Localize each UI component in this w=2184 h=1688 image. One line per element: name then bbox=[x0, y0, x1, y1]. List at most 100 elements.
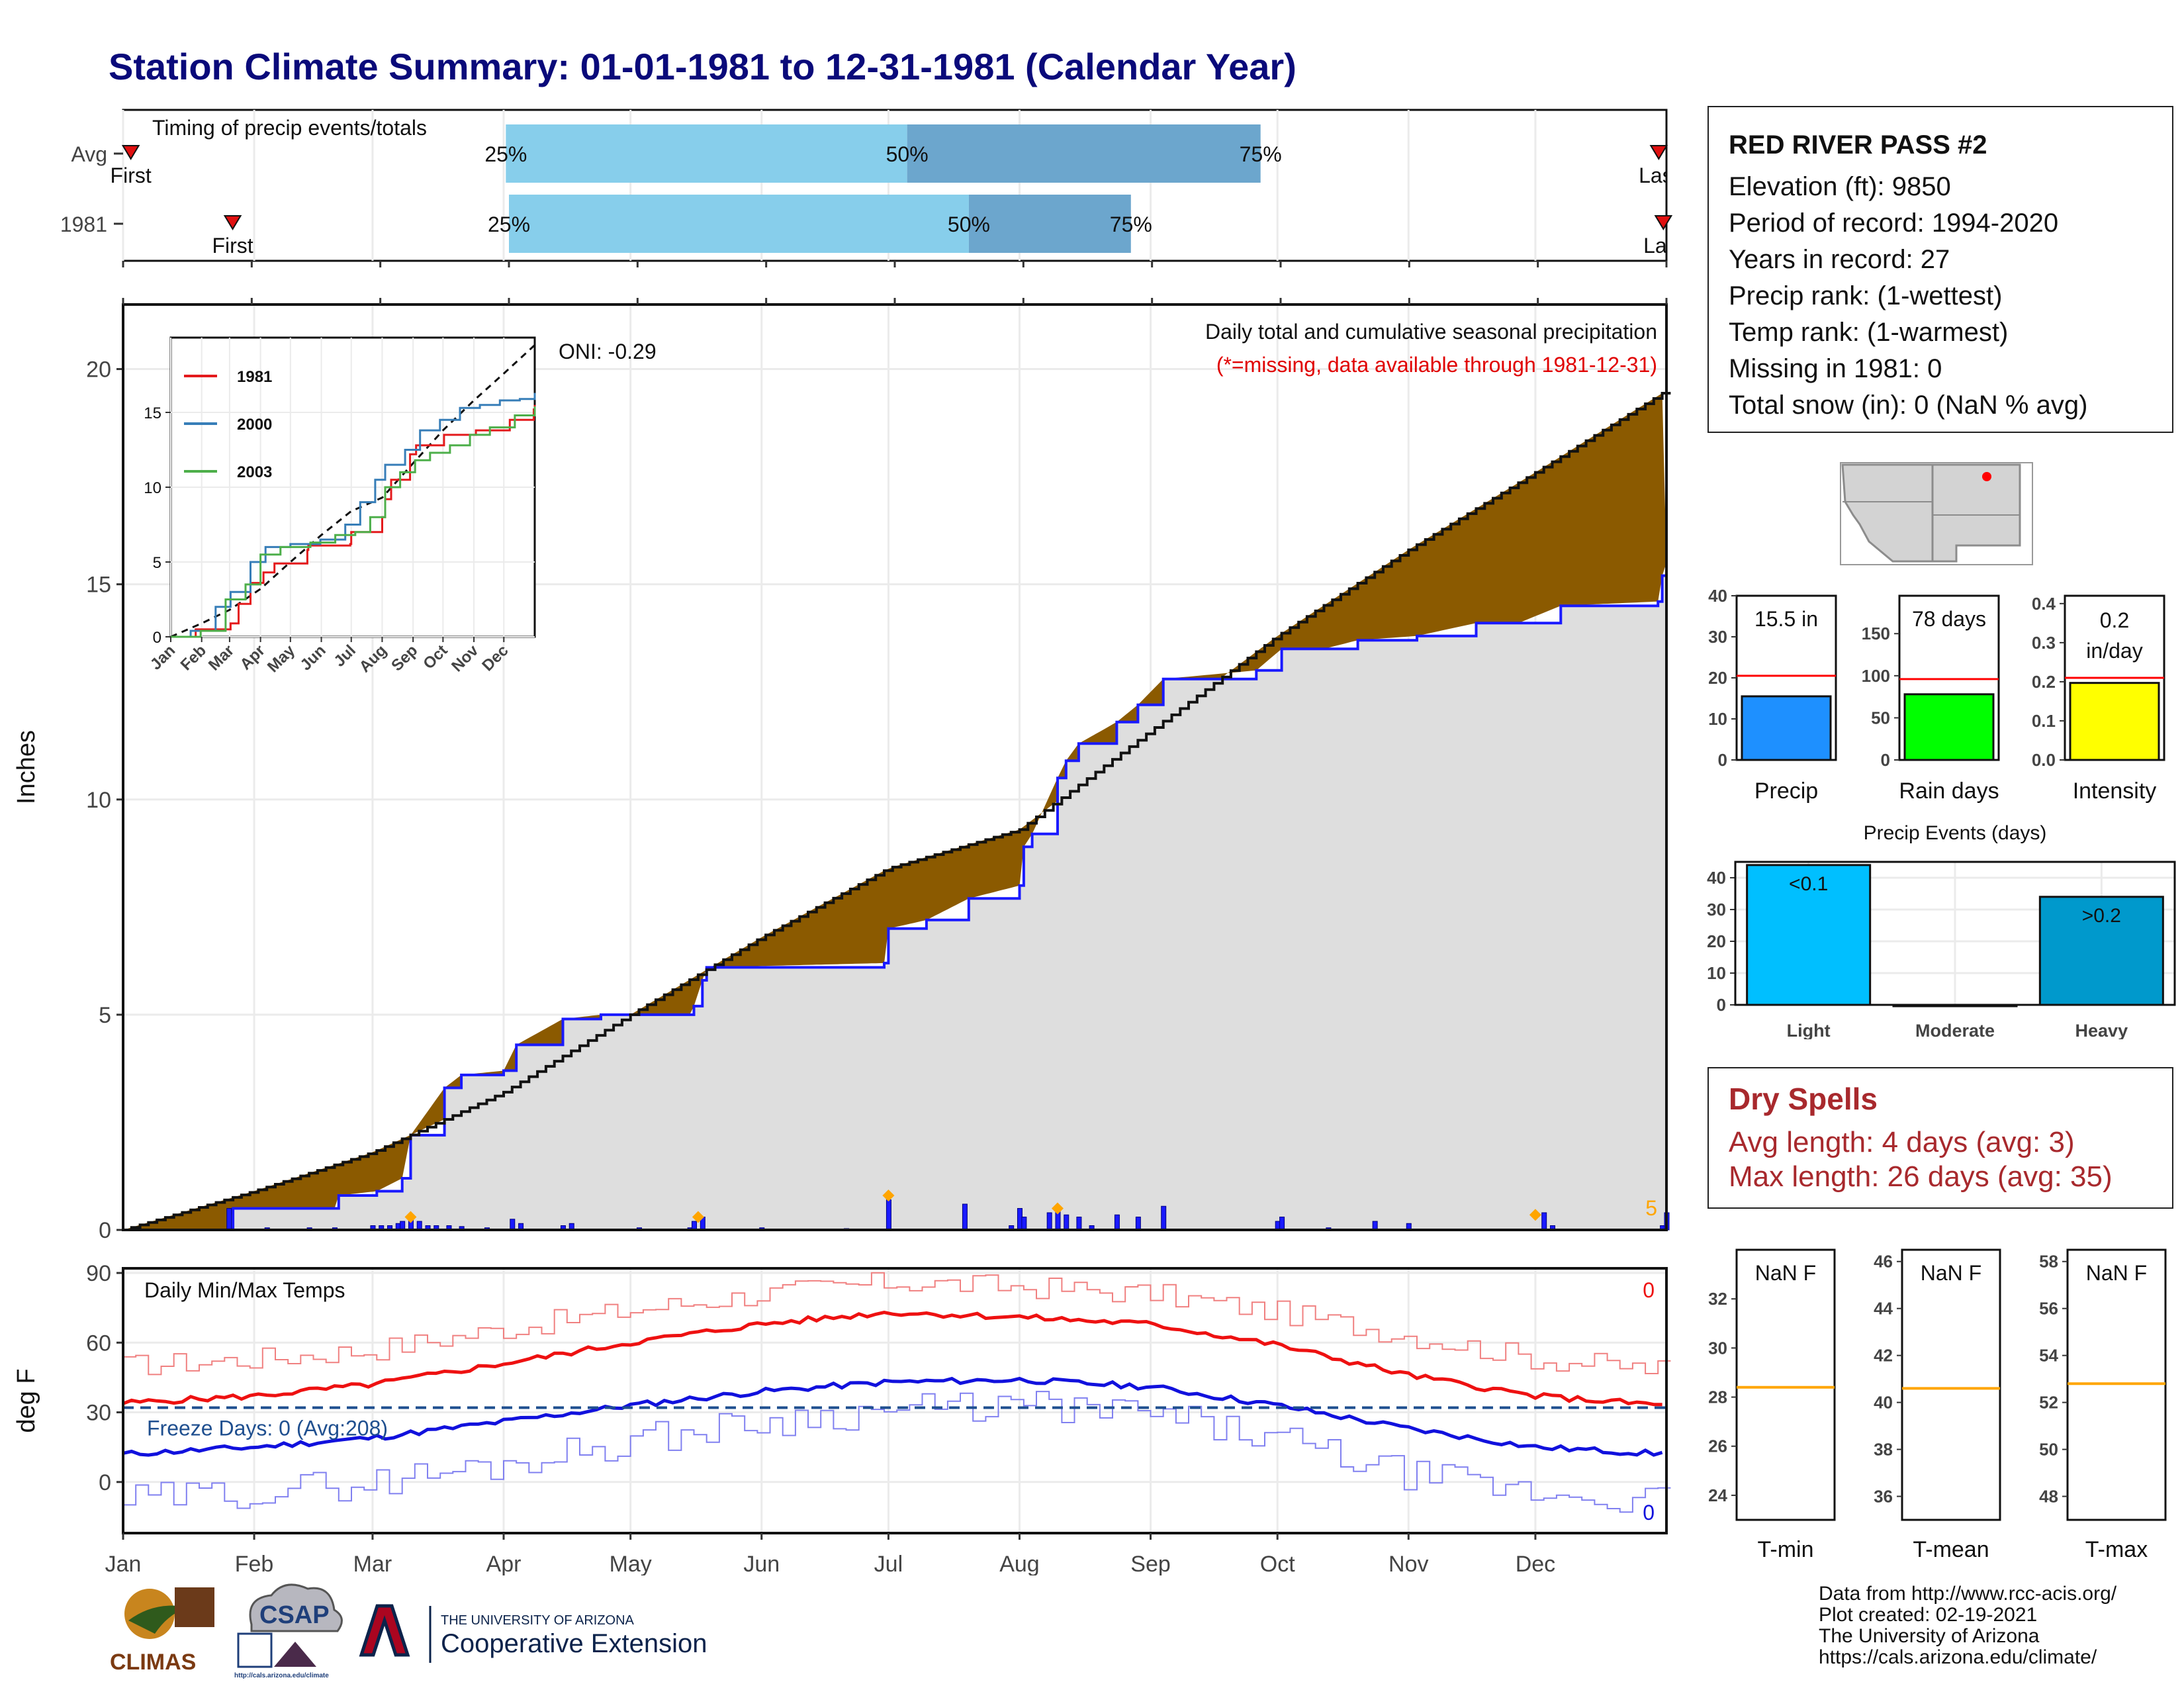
footer-line-2: Plot created: 02-19-2021 bbox=[1819, 1604, 2038, 1626]
events-y-tick-label: 40 bbox=[1707, 868, 1726, 888]
max-count-label: 0 bbox=[1643, 1278, 1655, 1302]
temp-chart: 0 30 60 90 Daily Min/Max Temps Freeze Days: 0… bbox=[13, 1261, 1671, 1575]
station-snow: Total snow (in): 0 (NaN % avg) bbox=[1729, 391, 2088, 420]
daily-precip-bar bbox=[1076, 1216, 1082, 1231]
summary-y-tick-label: 0.1 bbox=[2032, 711, 2056, 731]
temp-bar-y-tick-label: 50 bbox=[2039, 1440, 2058, 1460]
x-tick-label: Nov bbox=[1388, 1552, 1428, 1575]
x-tick-label: Mar bbox=[353, 1552, 392, 1575]
summary-bar-label: Intensity bbox=[2073, 778, 2157, 804]
csap-url: http://cals.arizona.edu/climate bbox=[234, 1672, 329, 1679]
timing-bar-50-75 bbox=[907, 124, 1261, 183]
inset-series-line bbox=[171, 393, 536, 638]
x-tick-label: Sep bbox=[1130, 1552, 1171, 1575]
timing-q75-label: 75% bbox=[1240, 142, 1282, 166]
summary-bar bbox=[1741, 695, 1832, 761]
x-tick-label: Aug bbox=[999, 1552, 1040, 1575]
heavy-event-marker bbox=[1051, 1202, 1064, 1215]
ua-logo: THE UNIVERSITY OF ARIZONA Cooperative Ex… bbox=[359, 1604, 707, 1663]
ua-small-text: THE UNIVERSITY OF ARIZONA bbox=[441, 1613, 635, 1628]
x-tick-label: Feb bbox=[235, 1552, 274, 1575]
inset-y-tick-label: 5 bbox=[153, 554, 161, 572]
precip-event-category: Heavy bbox=[2075, 1021, 2128, 1039]
inset-legend-label: 2003 bbox=[237, 463, 272, 481]
precip-event-bar bbox=[2038, 896, 2164, 1006]
x-tick-label: Jan bbox=[105, 1552, 142, 1575]
x-tick-label: May bbox=[610, 1552, 652, 1575]
inset-series-line bbox=[171, 406, 536, 638]
summary-bar bbox=[2069, 682, 2160, 761]
temp-bar-y-tick-label: 48 bbox=[2039, 1487, 2058, 1507]
summary-y-tick-label: 0.4 bbox=[2032, 594, 2056, 614]
station-period: Period of record: 1994-2020 bbox=[1729, 209, 2059, 238]
daily-precip-bar bbox=[1279, 1216, 1285, 1231]
heavy-event-marker bbox=[1529, 1209, 1541, 1221]
temp-bar-y-tick-label: 32 bbox=[1708, 1289, 1727, 1309]
temp-y-tick-label: 0 bbox=[99, 1470, 111, 1495]
precip-event-category: Moderate bbox=[1915, 1021, 1995, 1039]
x-tick-label: Jul bbox=[874, 1552, 903, 1575]
station-missing: Missing in 1981: 0 bbox=[1729, 354, 1942, 383]
summary-value-unit: in/day bbox=[2086, 639, 2142, 663]
daily-precip-bar bbox=[1135, 1216, 1141, 1231]
min-count-label: 0 bbox=[1643, 1501, 1655, 1524]
first-event-label: First bbox=[111, 164, 152, 187]
daily-min-envelope bbox=[123, 1391, 1671, 1513]
timing-q75-label: 75% bbox=[1110, 212, 1152, 236]
summary-y-tick-label: 100 bbox=[1862, 666, 1890, 686]
summary-y-tick-label: 50 bbox=[1871, 708, 1890, 727]
dry-spells-title: Dry Spells bbox=[1729, 1082, 1878, 1116]
station-location-marker bbox=[1982, 472, 1991, 481]
summary-y-tick-label: 0 bbox=[1881, 750, 1890, 770]
footer-line-3: The University of Arizona bbox=[1819, 1625, 2040, 1647]
events-frame bbox=[1734, 861, 2176, 1006]
heavy-event-marker bbox=[882, 1189, 895, 1201]
temp-bar-y-tick-label: 40 bbox=[1874, 1393, 1893, 1413]
climas-logo: CLIMAS bbox=[110, 1587, 214, 1675]
summary-y-tick-label: 20 bbox=[1708, 668, 1727, 688]
y-tick-label: 0 bbox=[99, 1218, 111, 1243]
inset-series-line bbox=[171, 404, 536, 638]
timing-q50-label: 50% bbox=[948, 212, 990, 236]
events-y-tick-label: 0 bbox=[1717, 995, 1726, 1015]
dry-spells-avg: Avg length: 4 days (avg: 3) bbox=[1729, 1126, 2075, 1158]
x-tick-label: Apr bbox=[486, 1552, 522, 1575]
temp-y-axis-label: deg F bbox=[13, 1368, 40, 1432]
temp-bar-y-tick-label: 28 bbox=[1708, 1387, 1727, 1407]
temp-summary-charts: 24 26 28 30 32 NaN F T-min 36 38 40 42 44 46 NaN F T-m… bbox=[1708, 1248, 2167, 1562]
temp-bar-value: NaN F bbox=[1755, 1261, 1816, 1285]
chart-title-line: Daily total and cumulative seasonal prec… bbox=[1205, 320, 1657, 344]
oni-value: ONI: -0.29 bbox=[559, 340, 657, 363]
temp-bar-value: NaN F bbox=[2086, 1261, 2147, 1285]
temp-plot-background bbox=[123, 1268, 1666, 1533]
locator-map bbox=[1840, 462, 2033, 565]
temp-y-tick-label: 30 bbox=[86, 1401, 111, 1426]
events-y-tick-label: 10 bbox=[1707, 963, 1726, 983]
summary-y-tick-label: 0.2 bbox=[2032, 672, 2056, 692]
temp-bar-y-tick-label: 56 bbox=[2039, 1299, 2058, 1319]
dry-spells-panel: Dry Spells Avg length: 4 days (avg: 3) M… bbox=[1707, 1067, 2173, 1209]
daily-precip-bar bbox=[1114, 1214, 1120, 1231]
summary-y-tick-label: 0.0 bbox=[2032, 750, 2056, 770]
precip-chart: 0 5 10 15 20 Daily total and cumulative seaso… bbox=[13, 298, 1671, 1243]
summary-bar-label: Precip bbox=[1754, 778, 1818, 804]
summary-bar-label: Rain days bbox=[1899, 778, 1999, 804]
temp-bar-y-tick-label: 44 bbox=[1874, 1299, 1893, 1319]
temp-bar-y-tick-label: 26 bbox=[1708, 1436, 1727, 1456]
temp-bar-y-tick-label: 36 bbox=[1874, 1487, 1893, 1507]
last-event-label: Last bbox=[1639, 164, 1679, 187]
inset-avg-line bbox=[170, 344, 536, 638]
event-count: 5 bbox=[1645, 1196, 1657, 1220]
last-label-clip: Last bbox=[1643, 234, 1666, 258]
inset-legend-label: 1981 bbox=[237, 368, 272, 386]
temp-bar-label: T-mean bbox=[1913, 1537, 1989, 1562]
timing-q50-label: 50% bbox=[886, 142, 929, 166]
timing-panel: Timing of precip events/totals Avg 25% 50% 7… bbox=[60, 109, 1679, 267]
x-tick-label: Dec bbox=[1516, 1552, 1555, 1575]
station-precip-rank: Precip rank: (1-wettest) bbox=[1729, 281, 2003, 310]
y-tick-label: 15 bbox=[86, 573, 111, 598]
precip-event-category: Light bbox=[1787, 1021, 1831, 1039]
summary-y-tick-label: 0 bbox=[1718, 750, 1727, 770]
y-tick-label: 10 bbox=[86, 788, 111, 813]
station-elevation: Elevation (ft): 9850 bbox=[1729, 172, 1951, 201]
